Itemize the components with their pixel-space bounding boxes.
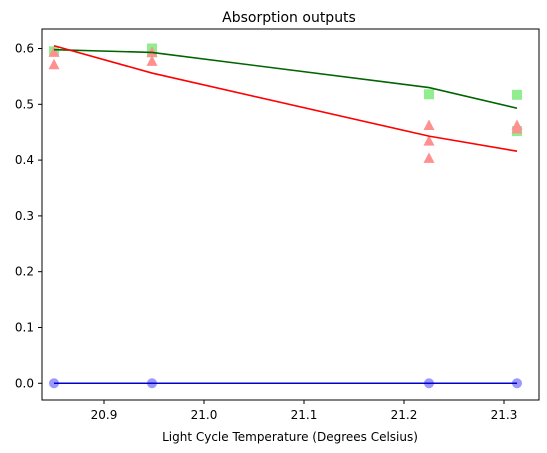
data-point-triangle-5: [423, 135, 435, 146]
y-tick-label-6: 0.6: [15, 42, 34, 56]
y-tick-label-1: 0.1: [15, 320, 34, 334]
data-point-triangle-1: [48, 58, 60, 70]
series-line-1: [53, 48, 518, 109]
y-tick-label-0: 0.0: [15, 376, 34, 390]
series-line-3: [53, 44, 518, 152]
data-point-triangle-3: [146, 55, 158, 66]
plot-marks: [48, 43, 523, 389]
y-tick-label-4: 0.4: [15, 153, 34, 167]
data-point-square-3: [424, 89, 434, 100]
data-point-triangle-8: [511, 122, 523, 134]
data-point-triangle-6: [423, 152, 435, 163]
x-tick-label-0: 20.9: [91, 408, 118, 422]
y-tick-label-2: 0.2: [15, 265, 34, 279]
x-axis-label: Light Cycle Temperature (Degrees Celsius…: [162, 430, 418, 444]
chart-title: Absorption outputs: [222, 10, 356, 26]
x-tick-label-3: 21.2: [391, 408, 418, 422]
x-tick-label-4: 21.3: [491, 408, 518, 422]
y-tick-label-5: 0.5: [15, 97, 34, 111]
y-tick-label-3: 0.3: [15, 209, 34, 223]
data-point-square-4: [512, 89, 522, 100]
data-point-triangle-4: [423, 119, 435, 131]
x-tick-label-1: 21.0: [191, 408, 218, 422]
data-point-triangle-0: [48, 46, 60, 57]
plot-frame: [41, 28, 540, 401]
axes: 20.9 21.0 21.1 21.2 21.3 0.0 0.1 0.2 0.3 0.4 0.5 0.…: [15, 42, 517, 422]
x-tick-label-2: 21.1: [291, 408, 318, 422]
